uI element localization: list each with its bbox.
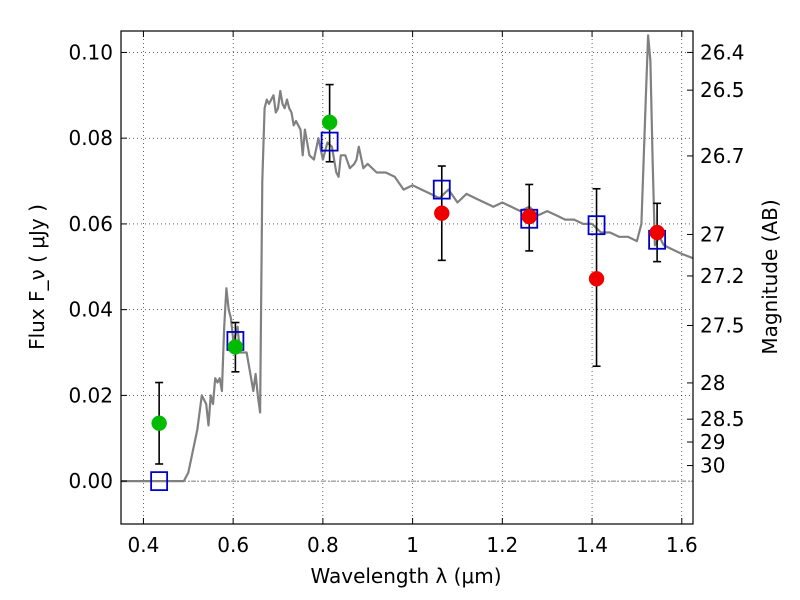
mag-tick-label: 28 xyxy=(700,371,725,395)
mag-tick-label: 28.5 xyxy=(700,407,745,431)
observed-flux-point xyxy=(521,208,538,225)
model-flux-square xyxy=(320,131,339,152)
mag-tick-label: 26.7 xyxy=(700,144,745,168)
axis-ticks xyxy=(121,31,693,524)
observed-flux-point xyxy=(588,271,605,287)
observed-flux-point xyxy=(434,205,450,221)
error-bars xyxy=(155,83,662,465)
x-tick-label: 1.2 xyxy=(486,533,518,557)
y-tick-label: 0.04 xyxy=(68,298,113,322)
x-tick-label: 0.6 xyxy=(217,533,249,557)
model-spectrum xyxy=(121,34,693,483)
y-tick-label: 0.06 xyxy=(68,212,113,236)
mag-tick-label: 30 xyxy=(700,454,725,478)
mag-tick-label: 26.5 xyxy=(700,78,745,102)
mag-tick-label: 29 xyxy=(700,430,725,454)
y-axis-label: Flux F_ν ( μJy ) xyxy=(25,204,49,350)
model-flux-square xyxy=(587,215,606,236)
y-axis-right-label: Magnitude (AB) xyxy=(758,199,782,354)
data-markers xyxy=(150,114,667,492)
grid-lines xyxy=(121,31,693,524)
y-tick-label: 0.00 xyxy=(68,469,113,493)
x-tick-label: 0.4 xyxy=(128,533,160,557)
spectrum-line xyxy=(121,34,693,483)
mag-tick-label: 26.4 xyxy=(700,40,745,64)
mag-tick-label: 27.5 xyxy=(700,313,745,337)
x-axis-label: Wavelength λ (μm) xyxy=(310,564,501,588)
x-tick-label: 0.8 xyxy=(307,533,339,557)
y-tick-label: 0.08 xyxy=(68,126,113,150)
x-tick-label: 1 xyxy=(406,533,419,557)
y-tick-label: 0.10 xyxy=(68,40,113,64)
model-flux-square xyxy=(432,179,451,200)
observed-flux-point xyxy=(151,415,167,432)
mag-tick-label: 27 xyxy=(700,222,725,246)
mag-tick-label: 27.2 xyxy=(700,264,745,288)
plot-frame xyxy=(120,30,694,525)
model-flux-square xyxy=(150,471,169,492)
observed-flux-point xyxy=(649,224,665,241)
x-tick-label: 1.6 xyxy=(666,533,698,557)
y-tick-label: 0.02 xyxy=(68,383,113,407)
x-tick-label: 1.4 xyxy=(576,533,608,557)
observed-flux-point xyxy=(227,339,244,355)
observed-flux-point xyxy=(321,114,338,131)
tick-labels: 0.4 0.6 0.8 1 1.2 1.4 1.6 0.00 0.02 0.04 0.06 0.08 0… xyxy=(68,40,744,557)
